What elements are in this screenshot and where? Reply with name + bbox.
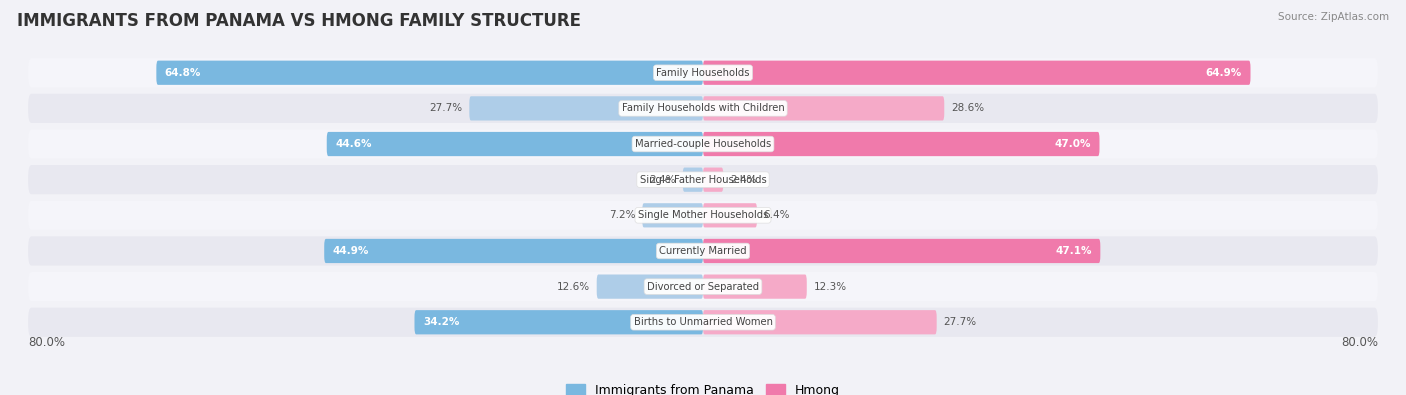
Text: Single Father Households: Single Father Households [640,175,766,185]
FancyBboxPatch shape [703,60,1250,85]
Text: 28.6%: 28.6% [950,103,984,113]
FancyBboxPatch shape [596,275,703,299]
FancyBboxPatch shape [28,201,1378,230]
FancyBboxPatch shape [28,58,1378,87]
Text: 2.4%: 2.4% [650,175,676,185]
FancyBboxPatch shape [28,165,1378,194]
Text: 64.8%: 64.8% [165,68,201,78]
Text: 80.0%: 80.0% [1341,337,1378,350]
Text: 64.9%: 64.9% [1206,68,1241,78]
Text: Family Households with Children: Family Households with Children [621,103,785,113]
Text: 27.7%: 27.7% [943,317,977,327]
FancyBboxPatch shape [415,310,703,335]
Text: 47.0%: 47.0% [1054,139,1091,149]
FancyBboxPatch shape [28,272,1378,301]
Text: IMMIGRANTS FROM PANAMA VS HMONG FAMILY STRUCTURE: IMMIGRANTS FROM PANAMA VS HMONG FAMILY S… [17,12,581,30]
FancyBboxPatch shape [703,203,756,228]
Text: Source: ZipAtlas.com: Source: ZipAtlas.com [1278,12,1389,22]
Text: 2.4%: 2.4% [730,175,756,185]
Text: 47.1%: 47.1% [1056,246,1092,256]
FancyBboxPatch shape [643,203,703,228]
Text: 12.3%: 12.3% [814,282,846,292]
FancyBboxPatch shape [28,94,1378,123]
Text: Single Mother Households: Single Mother Households [638,210,768,220]
FancyBboxPatch shape [156,60,703,85]
Text: 6.4%: 6.4% [763,210,790,220]
Text: 44.9%: 44.9% [333,246,368,256]
FancyBboxPatch shape [28,130,1378,159]
Text: 27.7%: 27.7% [429,103,463,113]
Text: 44.6%: 44.6% [335,139,371,149]
Text: 34.2%: 34.2% [423,317,460,327]
Legend: Immigrants from Panama, Hmong: Immigrants from Panama, Hmong [561,379,845,395]
FancyBboxPatch shape [28,236,1378,265]
Text: 12.6%: 12.6% [557,282,591,292]
FancyBboxPatch shape [703,96,945,120]
FancyBboxPatch shape [683,167,703,192]
FancyBboxPatch shape [703,310,936,335]
FancyBboxPatch shape [326,132,703,156]
FancyBboxPatch shape [28,308,1378,337]
Text: Births to Unmarried Women: Births to Unmarried Women [634,317,772,327]
FancyBboxPatch shape [703,167,723,192]
FancyBboxPatch shape [703,239,1101,263]
FancyBboxPatch shape [703,132,1099,156]
FancyBboxPatch shape [703,275,807,299]
FancyBboxPatch shape [470,96,703,120]
Text: Divorced or Separated: Divorced or Separated [647,282,759,292]
Text: 80.0%: 80.0% [28,337,65,350]
Text: 7.2%: 7.2% [609,210,636,220]
Text: Currently Married: Currently Married [659,246,747,256]
FancyBboxPatch shape [325,239,703,263]
Text: Married-couple Households: Married-couple Households [636,139,770,149]
Text: Family Households: Family Households [657,68,749,78]
